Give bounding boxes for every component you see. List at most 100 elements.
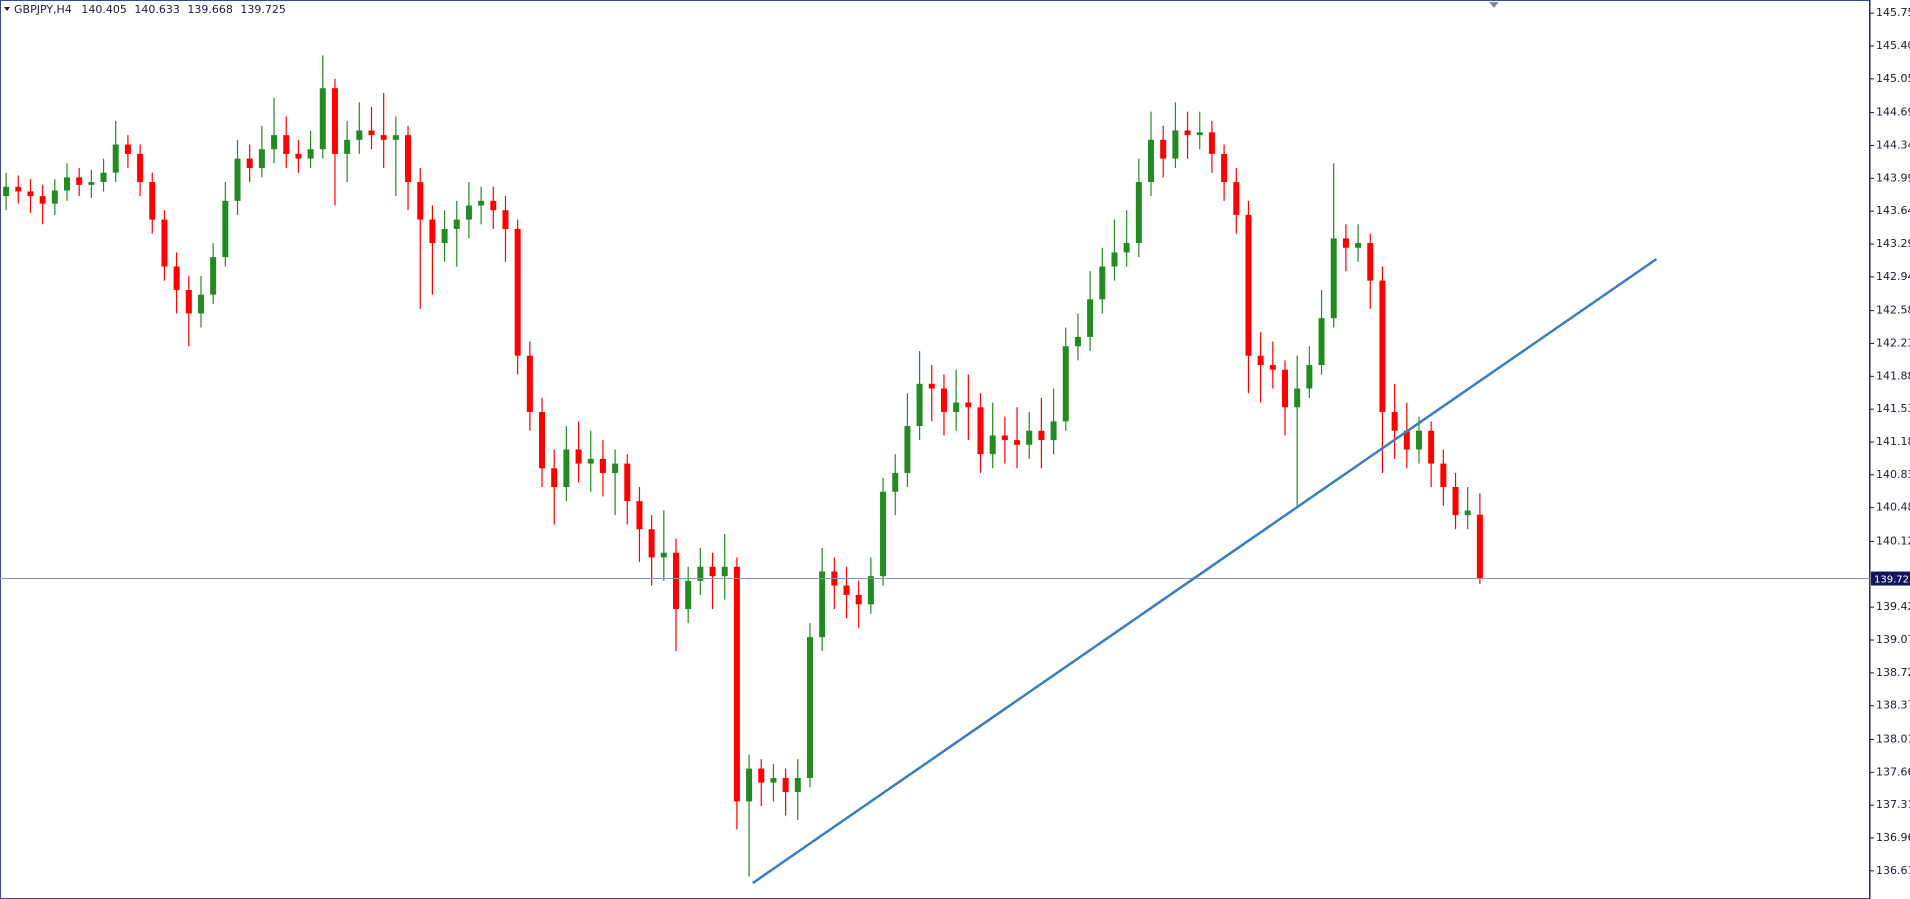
current-price-box [1871,571,1910,586]
symbol: GBPJPY,H4 [14,3,72,16]
candle-body [271,135,278,150]
y-tick-label: 141.530 [1876,402,1910,415]
candle-body [575,449,582,464]
candle-body [1099,266,1106,300]
candle-body [1464,510,1471,516]
current-price-label: 139.725 [1874,575,1910,586]
candle-body [624,463,631,502]
y-tick-label: 144.690 [1876,106,1910,119]
candle-body [319,88,326,150]
candle-body [1208,132,1215,154]
candle-body [258,149,265,168]
candle-body [904,426,911,473]
candle-body [1087,299,1094,337]
candle-body [331,88,338,154]
candle-body [380,135,387,140]
candle-body [368,130,375,136]
candle-body [1123,243,1130,253]
candle-body [1269,365,1276,370]
candle-body [1038,430,1045,441]
candles [3,55,1483,877]
candle-body [648,529,655,558]
y-tick-label: 143.990 [1876,171,1910,184]
candle-body [721,566,728,577]
candle-body [1306,365,1313,389]
candle-body [965,402,972,408]
candle-body [210,257,217,295]
y-tick-label: 141.880 [1876,369,1910,382]
candle-body [100,172,107,183]
candle-body [1135,182,1142,244]
candle-body [1367,243,1374,281]
candle-body [1001,435,1008,441]
candle-body [453,219,460,229]
candle-body [39,196,46,204]
candle-body [1172,130,1179,159]
y-tick-label: 138.720 [1876,666,1910,679]
candle-body [514,228,521,356]
y-tick-label: 139.420 [1876,600,1910,613]
candle-body [1014,440,1021,445]
candle-body [1452,487,1459,516]
candle-body [1318,318,1325,366]
candle-body [587,458,594,464]
candle-body [819,571,826,638]
header-text: GBPJPY,H4 140.405 140.633 139.668 139.72… [14,3,286,16]
y-tick-label: 136.610 [1876,864,1910,877]
plot-frame [0,0,1870,899]
candle-body [149,182,156,220]
candle-body [356,130,363,140]
y-tick-label: 136.960 [1876,831,1910,844]
candle-body [709,566,716,577]
candle-body [563,449,570,488]
y-tick-label: 145.400 [1876,39,1910,52]
y-tick-label: 139.070 [1876,633,1910,646]
candle-body [916,383,923,427]
candle-body [124,144,131,154]
candle-body [76,177,83,185]
y-tick-label: 137.660 [1876,765,1910,778]
candle-body [746,768,753,802]
candle-body [782,777,789,793]
y-tick-label: 142.940 [1876,270,1910,283]
y-tick-label: 143.290 [1876,237,1910,250]
candle-body [51,190,58,204]
candle-body [64,177,70,191]
candle-body [1403,430,1410,450]
candle-body [222,200,229,258]
y-tick-label: 143.640 [1876,204,1910,217]
candle-body [636,501,643,530]
candle-body [197,294,204,314]
y-tick-label: 138.370 [1876,699,1910,712]
open-value: 140.405 [81,3,127,16]
trendline [752,257,1658,885]
candle-body [185,289,192,314]
y-tick-label: 141.180 [1876,435,1910,448]
header-arrow [4,7,10,11]
candle-body [685,580,692,610]
candle-body [599,458,606,473]
candle-body [1282,369,1288,408]
candle-body [307,149,314,159]
candle-body [1062,346,1069,422]
candle-body [880,491,887,577]
y-tick-label: 137.310 [1876,798,1910,811]
candle-body [1074,336,1081,347]
candle-body [1050,421,1057,441]
candle-body [770,777,777,783]
candle-body [429,219,436,244]
candle-body [88,182,95,185]
y-tick-label: 145.050 [1876,72,1910,85]
candle-body [977,407,984,455]
y-tick-label: 140.480 [1876,501,1910,514]
candle-body [3,186,10,197]
candle-body [1221,153,1228,183]
candle-body [1428,430,1435,464]
candle-body [1355,243,1362,248]
y-tick-label: 144.340 [1876,138,1910,151]
candle-body [1379,280,1386,412]
candle-body [794,777,801,793]
candle-body [1330,238,1337,319]
candle-body [733,566,740,802]
